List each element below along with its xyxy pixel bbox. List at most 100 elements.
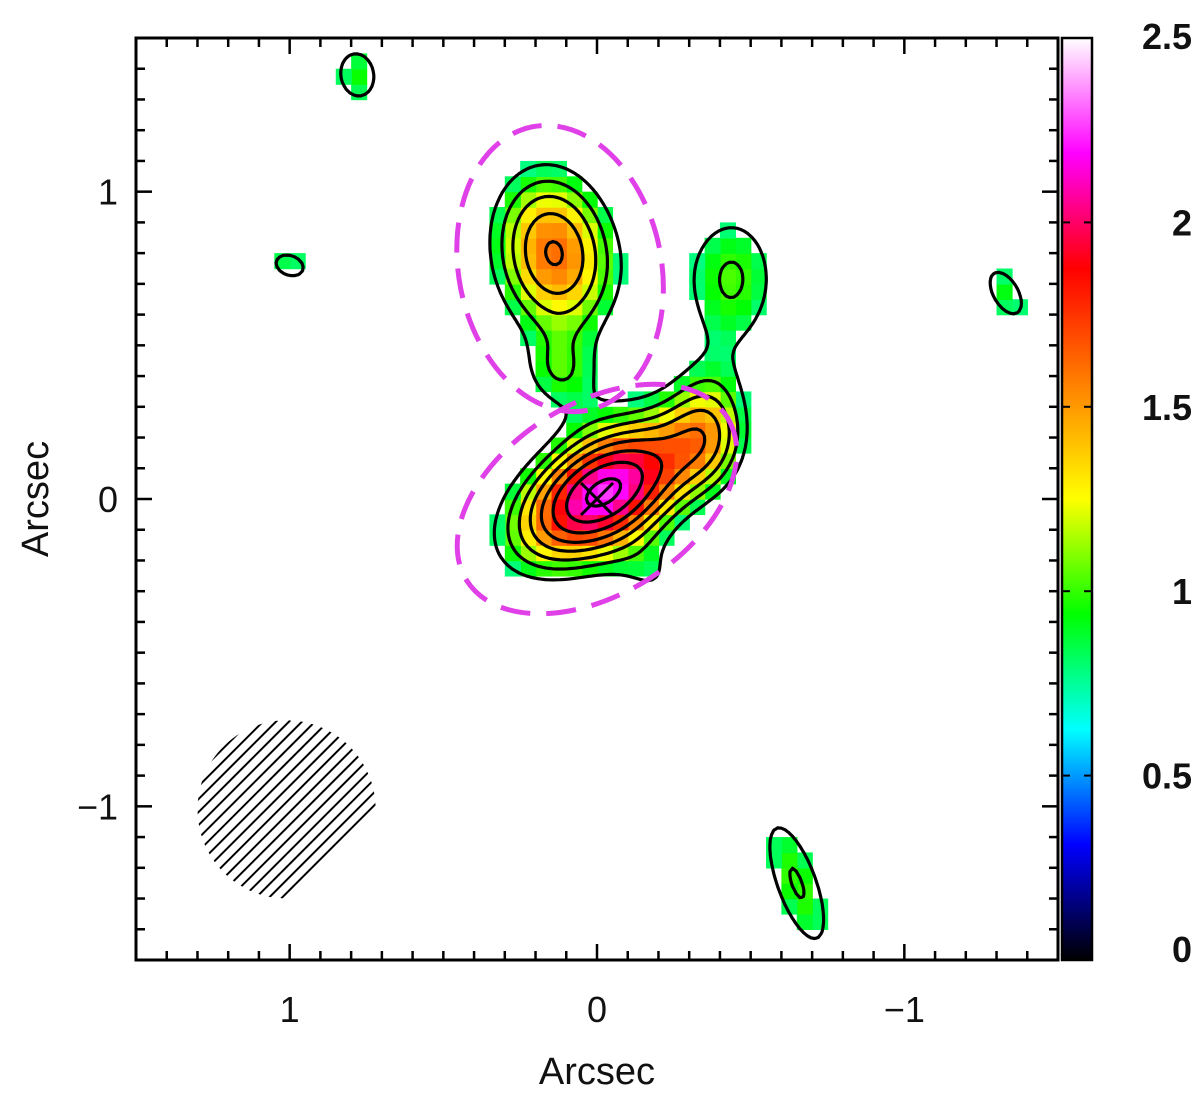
heatmap-cell: [719, 329, 736, 347]
contour-lines: [274, 52, 1023, 941]
heatmap-cell: [673, 437, 690, 454]
heatmap-cell: [704, 268, 721, 285]
heatmap-cell: [581, 329, 598, 347]
heatmap-cell: [504, 176, 521, 193]
heatmap-cell: [550, 329, 567, 347]
heatmap-cell: [704, 360, 721, 377]
heatmap-cell: [719, 299, 736, 316]
heatmap-cell: [520, 514, 537, 531]
heatmap-cell: [550, 268, 567, 285]
axes: 1 0 −1 −1 0 1: [77, 38, 1058, 1030]
heatmap-cell: [550, 222, 567, 239]
heatmap-cell: [566, 253, 583, 270]
heatmap-cell: [581, 253, 598, 270]
heatmap-cell: [719, 268, 736, 285]
colorbar-tick-label: 0.5: [1142, 756, 1192, 797]
contour-level-4: [539, 240, 707, 544]
heatmap-cell: [689, 360, 706, 377]
heatmap-cell: [627, 468, 644, 485]
heatmap-cell: [550, 360, 567, 377]
heatmap-cell: [719, 376, 736, 393]
y-tick-label: −1: [77, 786, 118, 827]
contour-level-6: [565, 460, 644, 524]
heatmap-cell: [351, 68, 368, 85]
contour-level-5: [551, 449, 664, 535]
heatmap-cell: [597, 253, 614, 270]
contour-level-0: [274, 52, 1023, 941]
heatmap-cell: [673, 391, 690, 408]
heatmap-cell: [535, 237, 552, 254]
heatmap-cell: [996, 283, 1013, 300]
heatmap-cell: [550, 345, 567, 362]
y-tick-label: 0: [98, 479, 118, 520]
heatmap-cell: [735, 299, 752, 316]
heatmap-cell: [704, 422, 721, 439]
colorbar-tick-label: 0: [1172, 929, 1192, 970]
heatmap-cell: [535, 268, 552, 285]
heatmap-cell: [550, 314, 567, 331]
heatmap-cell: [735, 314, 752, 331]
heatmap-cell: [735, 283, 752, 300]
heatmap-cell: [566, 499, 583, 516]
colorbar-tick-label: 2: [1172, 202, 1192, 243]
x-tick-label: −1: [884, 989, 925, 1030]
heatmap-cell: [643, 437, 660, 454]
colorbar-tick-label: 2.5: [1142, 16, 1192, 57]
contour-level-3: [523, 212, 722, 553]
heatmap-cell: [689, 268, 706, 285]
heatmap-cell: [643, 545, 660, 562]
beam-hatching: [197, 720, 376, 899]
x-tick-label: 0: [587, 989, 607, 1030]
heatmap-cell: [796, 898, 813, 915]
heatmap-cell: [781, 837, 798, 854]
heatmap-cell: [719, 314, 736, 331]
beam-symbol: [197, 720, 376, 899]
heatmap-cell: [520, 237, 537, 254]
colorbar: 0 0.5 1 1.5 2 2.5: [1060, 16, 1192, 970]
contour-level-2: [511, 194, 731, 562]
heatmap-cell: [535, 176, 552, 193]
heatmap-cell: [735, 237, 752, 254]
heatmap-cell: [781, 852, 798, 869]
contour-level-7: [584, 477, 623, 508]
y-tick-label: 1: [98, 172, 118, 213]
heatmap-cell: [704, 253, 721, 270]
heatmap-cell: [812, 913, 829, 930]
peak-marker: [579, 481, 615, 517]
heatmap-cell: [504, 545, 521, 562]
heatmap-cell: [704, 237, 721, 254]
heatmap-cell: [643, 499, 660, 516]
heatmap-cell: [535, 283, 552, 300]
heatmap-cell: [627, 560, 644, 577]
heatmap-cell: [566, 422, 583, 439]
heatmap-cell: [689, 452, 706, 469]
peak-x-marker: [579, 481, 615, 517]
heatmap-cell: [566, 545, 583, 562]
heatmap-cell: [719, 237, 736, 254]
contour-level-1: [500, 179, 806, 900]
heatmap-cell: [535, 222, 552, 239]
model-ellipse-1: [454, 381, 740, 617]
x-tick-label: 1: [280, 989, 300, 1030]
heatmap-cell: [704, 283, 721, 300]
heatmap-cell: [704, 314, 721, 331]
heatmap-cell: [612, 560, 629, 577]
heatmap-cell: [704, 299, 721, 316]
heatmap-cell: [796, 913, 813, 930]
heatmap-cell: [351, 84, 368, 101]
y-axis-label: Arcsec: [15, 441, 57, 557]
heatmap-cell: [566, 237, 583, 254]
model-ellipse-0: [454, 122, 666, 415]
heatmap-cell: [643, 468, 660, 485]
heatmap-cell: [489, 529, 506, 546]
heatmap-cell: [704, 345, 721, 362]
heatmap-cell: [550, 391, 567, 408]
heatmap-cell: [520, 299, 537, 316]
model-ellipses: [454, 122, 740, 617]
heatmap-cell: [766, 852, 783, 869]
x-axis-label: Arcsec: [539, 1051, 655, 1093]
colorbar-tick-label: 1: [1172, 571, 1192, 612]
heatmap-cell: [750, 268, 767, 285]
heatmap-cell: [566, 376, 583, 393]
